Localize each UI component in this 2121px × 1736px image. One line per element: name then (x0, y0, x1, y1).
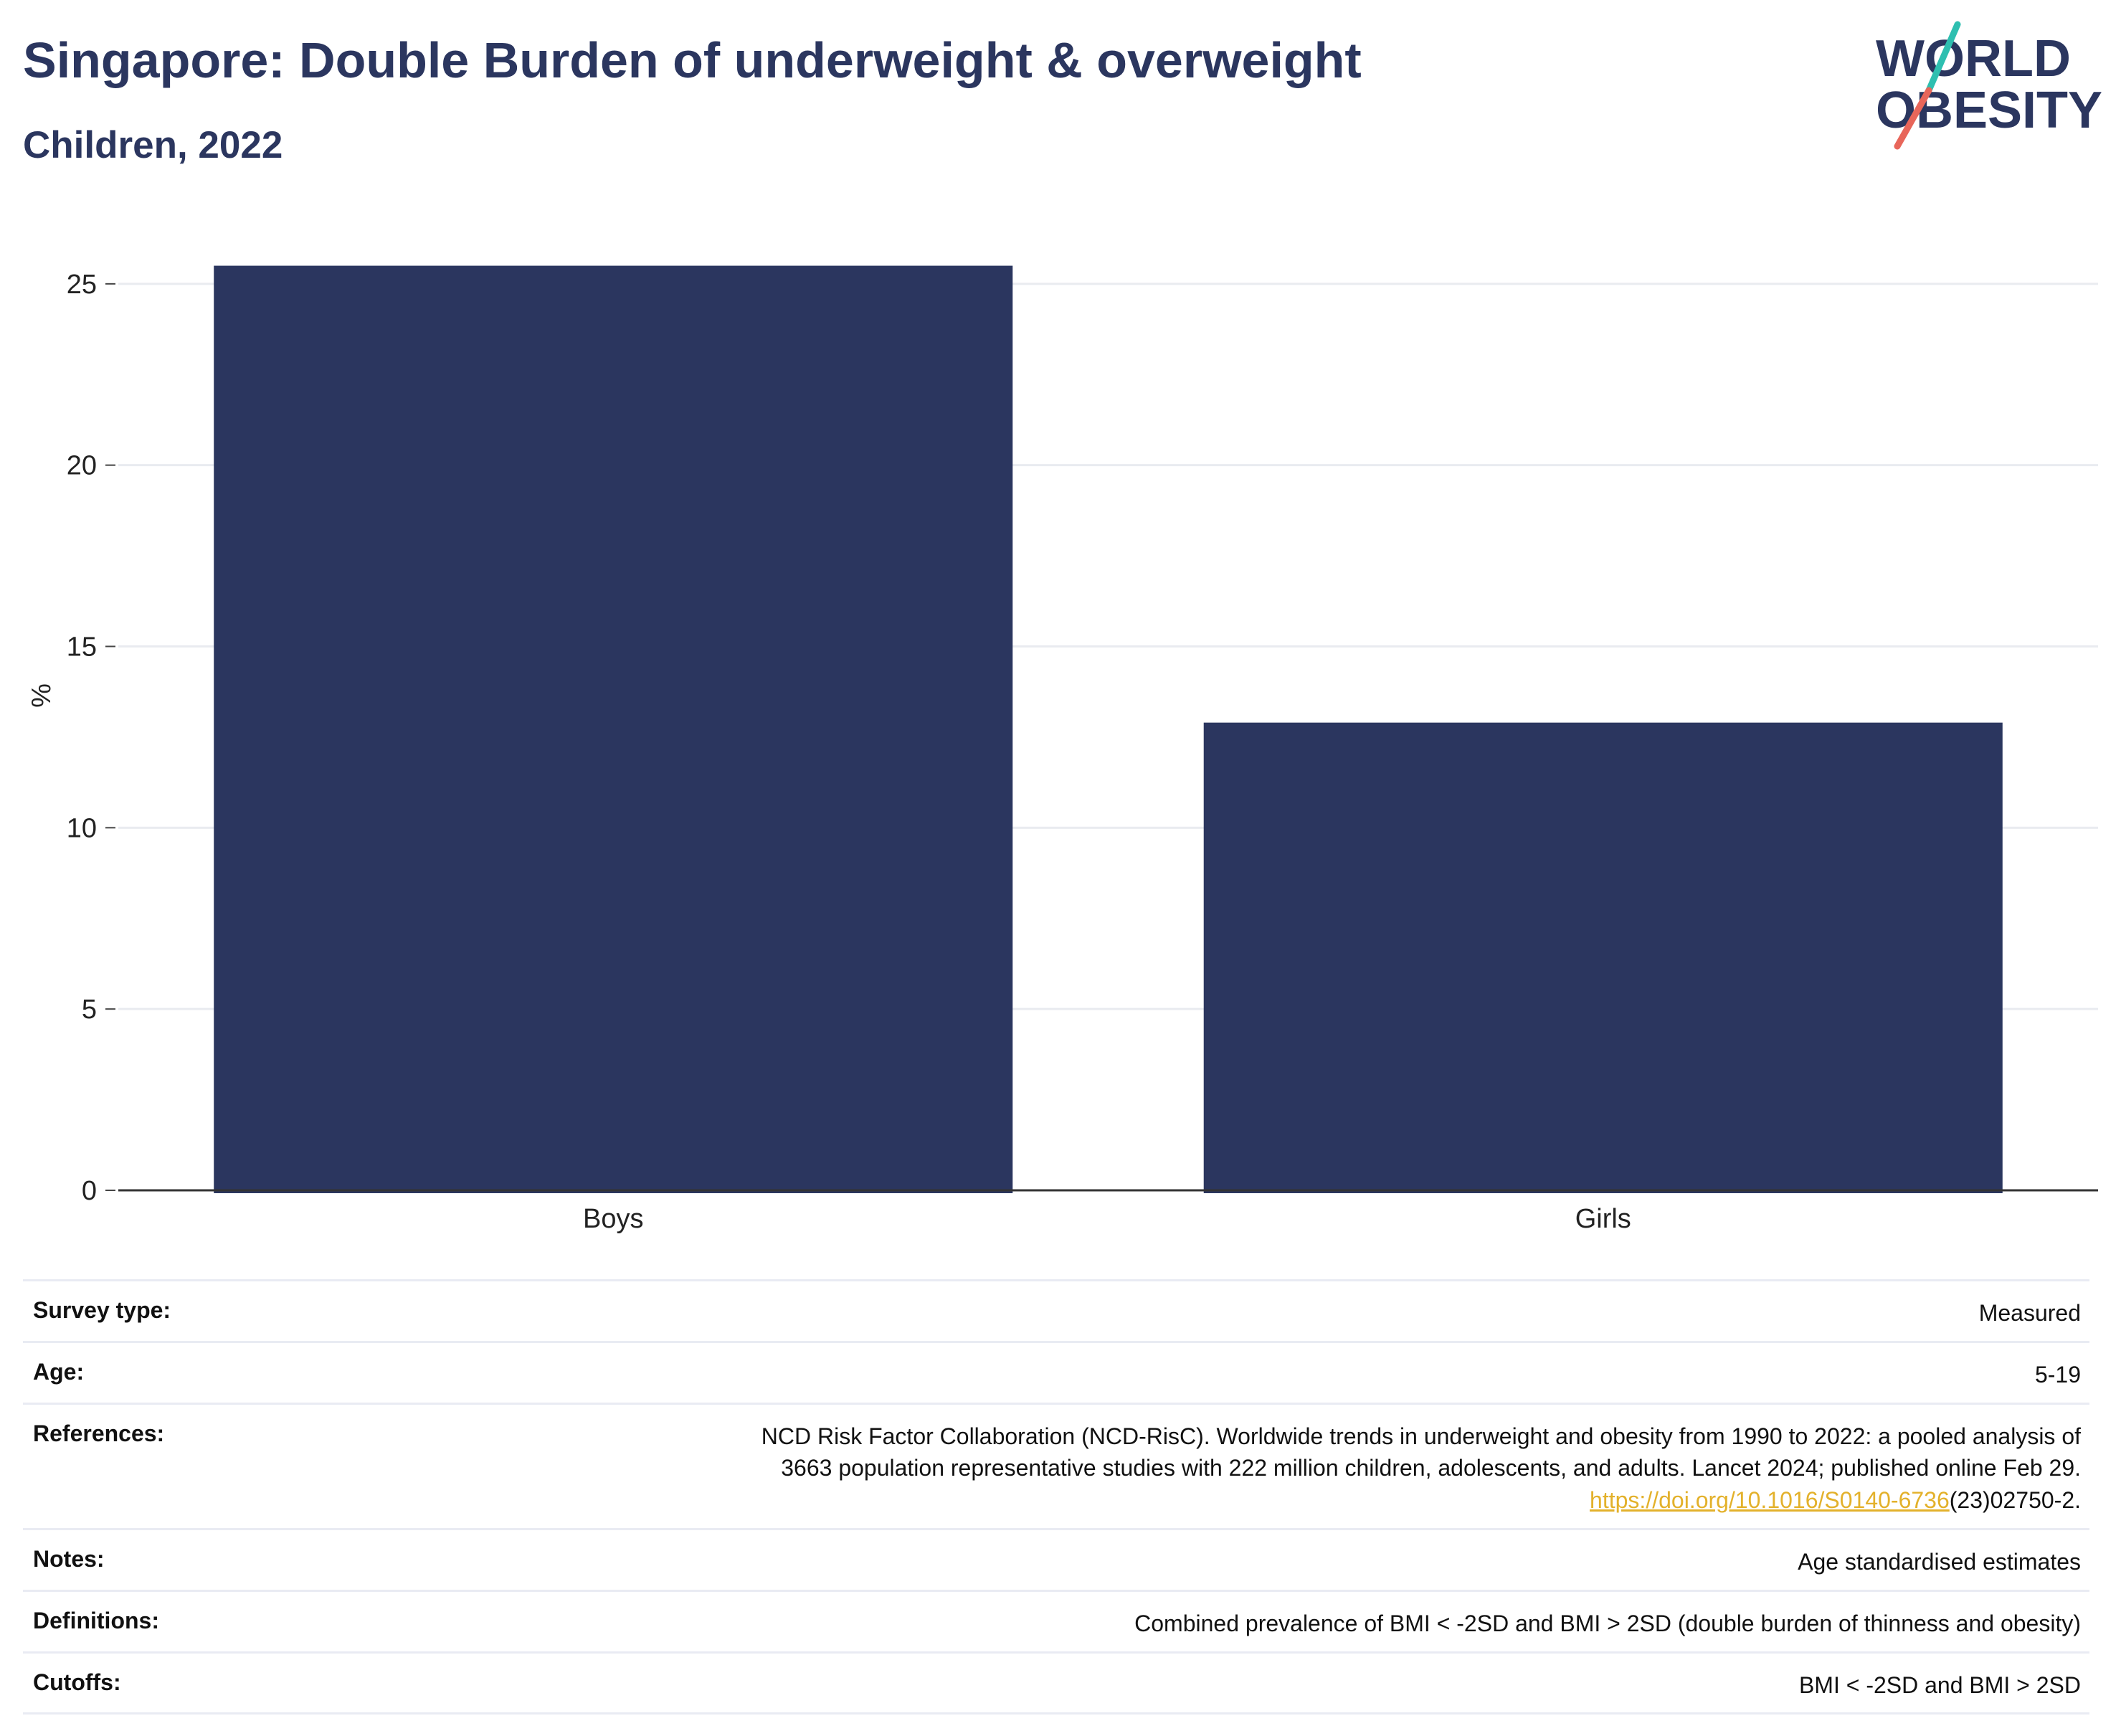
info-label: Age: (33, 1358, 85, 1385)
bar-chart: 0 5 10 15 20 25 Boys Girls % (27, 265, 2098, 1234)
chart-area: 0 5 10 15 20 25 Boys Girls % (0, 201, 2121, 1248)
y-tick-label: 5 (82, 995, 97, 1025)
info-label: References: (33, 1420, 165, 1446)
logo-line1: WORLD (1876, 30, 2071, 87)
info-value-references: NCD Risk Factor Collaboration (NCD-RisC)… (761, 1420, 2081, 1517)
info-label: Definitions: (33, 1607, 159, 1633)
info-row-definitions: Definitions: Combined prevalence of BMI … (23, 1589, 2089, 1651)
info-row-survey-type: Survey type: Measured (23, 1279, 2089, 1341)
bars (214, 265, 2003, 1193)
bar-boys (214, 265, 1013, 1193)
y-tick-label: 15 (67, 632, 97, 663)
axes: 0 5 10 15 20 25 Boys Girls (67, 270, 2098, 1234)
info-row-cutoffs: Cutoffs: BMI < -2SD and BMI > 2SD (23, 1651, 2089, 1715)
page-subtitle: Children, 2022 (23, 124, 283, 166)
page-title: Singapore: Double Burden of underweight … (23, 32, 1362, 88)
y-tick-label: 0 (82, 1176, 97, 1206)
y-tick-label: 20 (67, 451, 97, 481)
logo-line2: OBESITY (1876, 82, 2102, 139)
y-tick-label: 25 (67, 270, 97, 300)
y-axis-label: % (27, 683, 57, 708)
info-row-notes: Notes: Age standardised estimates (23, 1527, 2089, 1590)
info-label: Notes: (33, 1545, 105, 1572)
info-table: Survey type: Measured Age: 5-19 Referenc… (23, 1279, 2089, 1715)
world-obesity-logo: WORLD OBESITY (1876, 21, 2102, 150)
info-value: Combined prevalence of BMI < -2SD and BM… (1134, 1610, 2081, 1636)
logo-slash-top (1925, 21, 1961, 94)
info-value: BMI < -2SD and BMI > 2SD (1798, 1671, 2081, 1698)
y-tick-label: 10 (67, 813, 97, 843)
logo-slash-bottom (1894, 87, 1932, 150)
x-tick-label: Girls (1575, 1204, 1631, 1234)
reference-line-1: NCD Risk Factor Collaboration (NCD-RisC)… (761, 1423, 2081, 1449)
bar-girls (1203, 722, 2003, 1193)
info-row-references: References: NCD Risk Factor Collaboratio… (23, 1402, 2089, 1528)
reference-line-2: 3663 population representative studies w… (781, 1455, 2081, 1481)
info-value: Age standardised estimates (1798, 1548, 2081, 1575)
x-tick-label: Boys (583, 1204, 643, 1234)
info-label: Survey type: (33, 1297, 171, 1323)
info-label: Cutoffs: (33, 1669, 121, 1695)
info-value: 5-19 (2034, 1361, 2081, 1388)
doi-suffix: (23)02750-2. (1949, 1487, 2081, 1514)
info-row-age: Age: 5-19 (23, 1340, 2089, 1403)
doi-link[interactable]: https://doi.org/10.1016/S0140-6736 (1590, 1487, 1950, 1514)
info-value: Measured (1978, 1300, 2081, 1326)
